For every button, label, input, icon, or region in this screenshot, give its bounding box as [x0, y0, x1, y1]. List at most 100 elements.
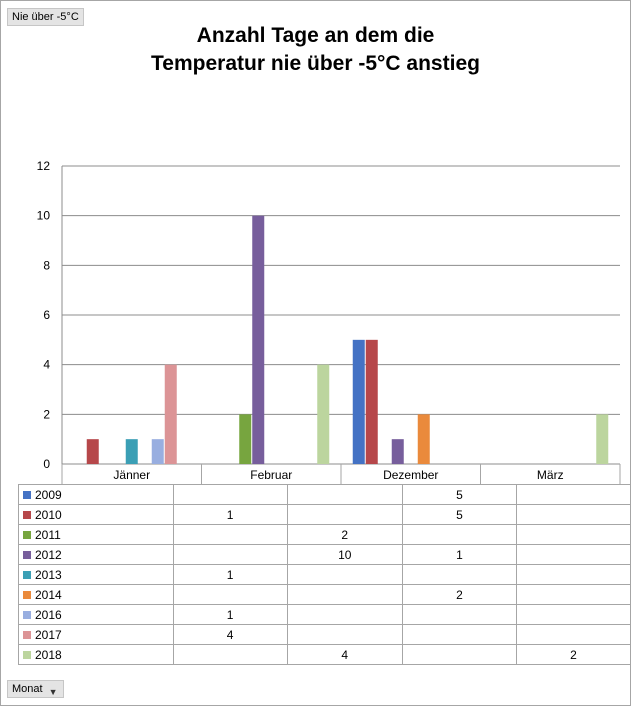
legend-label: 2010: [35, 507, 62, 522]
table-cell: 1: [172, 504, 288, 525]
x-tick-label: März: [537, 468, 564, 482]
legend-label: 2016: [35, 607, 62, 622]
dropdown-arrow-icon: ▼: [48, 687, 58, 697]
table-cell: [515, 504, 631, 525]
bar-2010: [365, 339, 378, 464]
x-tick-label: Februar: [250, 468, 292, 482]
table-cell: 1: [172, 564, 288, 585]
bar-2010: [86, 439, 99, 464]
table-cell: 2: [515, 644, 631, 665]
table-cell: [286, 584, 403, 605]
filter-field-button[interactable]: Nie über -5°C: [7, 8, 84, 26]
legend-label: 2014: [35, 587, 62, 602]
monat-field-label: Monat: [12, 683, 43, 695]
table-cell: [401, 564, 517, 585]
legend-entry: 2018: [18, 644, 174, 665]
table-cell: [401, 644, 517, 665]
table-cell: [515, 584, 631, 605]
bar-2018: [596, 414, 609, 464]
table-cell: [172, 484, 288, 505]
bar-2018: [317, 364, 330, 464]
table-row: 2013 1: [18, 564, 631, 585]
table-row: 2010 1 5: [18, 504, 631, 525]
legend-color-key: [23, 651, 31, 660]
table-cell: [401, 624, 517, 645]
table-cell: 2: [286, 524, 403, 545]
legend-color-key: [23, 631, 31, 640]
y-tick-label: 0: [43, 457, 50, 471]
table-cell: 2: [401, 584, 517, 605]
legend-entry: 2012: [18, 544, 174, 565]
table-row: 2011 2: [18, 524, 631, 545]
y-tick-label: 10: [37, 209, 51, 223]
table-cell: [401, 604, 517, 625]
table-row: 2012 10 1: [18, 544, 631, 565]
y-tick-label: 8: [43, 258, 50, 272]
legend-label: 2011: [35, 527, 61, 542]
y-tick-label: 2: [43, 407, 50, 421]
y-tick-label: 4: [43, 358, 50, 372]
legend-label: 2018: [35, 647, 62, 662]
bar-2013: [125, 439, 138, 464]
y-tick-label: 6: [43, 308, 50, 322]
bar-2009: [352, 339, 365, 464]
table-cell: 1: [172, 604, 288, 625]
table-cell: [286, 484, 403, 505]
table-cell: [286, 604, 403, 625]
chart-title-line1: Anzahl Tage an dem die: [196, 24, 435, 47]
chart-data-table: 2009 5 2010 1 5 2011 2 2012 10 1 2013 1 2014 2 2016 1 20…: [18, 484, 631, 665]
legend-color-key: [23, 571, 31, 580]
legend-entry: 2009: [18, 484, 174, 505]
monat-field-button[interactable]: Monat ▼: [7, 680, 64, 698]
table-cell: [401, 524, 517, 545]
legend-color-key: [23, 531, 31, 540]
table-cell: [515, 624, 631, 645]
table-cell: 4: [286, 644, 403, 665]
table-cell: [515, 564, 631, 585]
table-cell: 10: [286, 544, 403, 565]
x-tick-label: Jänner: [113, 468, 150, 482]
legend-entry: 2014: [18, 584, 174, 605]
legend-entry: 2016: [18, 604, 174, 625]
table-cell: 5: [401, 504, 517, 525]
table-cell: [515, 484, 631, 505]
x-tick-label: Dezember: [383, 468, 438, 482]
bar-2016: [151, 439, 164, 464]
table-cell: 5: [401, 484, 517, 505]
table-cell: [515, 604, 631, 625]
table-cell: [172, 544, 288, 565]
table-cell: [172, 584, 288, 605]
table-cell: [286, 504, 403, 525]
table-cell: [172, 524, 288, 545]
legend-label: 2013: [35, 567, 62, 582]
bar-2011: [239, 414, 252, 464]
table-row: 2014 2: [18, 584, 631, 605]
table-row: 2017 4: [18, 624, 631, 645]
table-cell: [515, 524, 631, 545]
table-row: 2009 5: [18, 484, 631, 505]
table-cell: [515, 544, 631, 565]
legend-color-key: [23, 611, 31, 620]
table-cell: 4: [172, 624, 288, 645]
legend-label: 2009: [35, 487, 62, 502]
legend-entry: 2013: [18, 564, 174, 585]
table-cell: 1: [401, 544, 517, 565]
legend-color-key: [23, 551, 31, 560]
table-cell: [286, 564, 403, 585]
legend-color-key: [23, 491, 31, 500]
bar-2017: [164, 364, 177, 464]
chart-title-line2: Temperatur nie über -5°C anstieg: [151, 52, 480, 75]
legend-color-key: [23, 591, 31, 600]
legend-color-key: [23, 511, 31, 520]
table-row: 2016 1: [18, 604, 631, 625]
legend-entry: 2010: [18, 504, 174, 525]
legend-entry: 2017: [18, 624, 174, 645]
bar-2014: [417, 414, 430, 464]
legend-label: 2017: [35, 627, 62, 642]
bar-2012: [252, 215, 265, 464]
table-cell: [286, 624, 403, 645]
bar-2012: [391, 439, 404, 464]
table-cell: [172, 644, 288, 665]
table-row: 2018 4 2: [18, 644, 631, 665]
